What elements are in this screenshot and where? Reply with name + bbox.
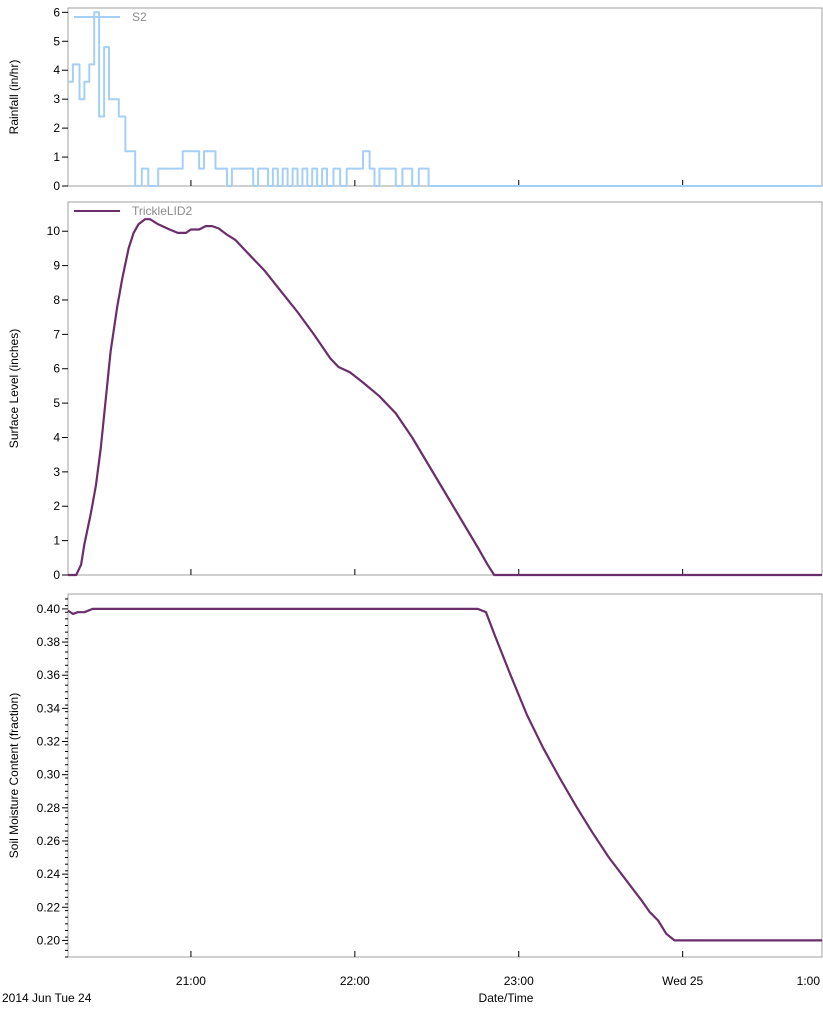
y-tick-label: 2	[53, 499, 60, 513]
y-tick-label: 1	[53, 534, 60, 548]
surface-level-panel: 0 1 2 3 4 5 6 7 8 9 10 Surface Level (inches) Trickl…	[7, 201, 823, 582]
x-start-label: 2014 Jun Tue 24	[2, 991, 92, 1005]
soil-moisture-panel: 0.20 0.22 0.24 0.26 0.28 0.30 0.32 0.34 0.36 0.38…	[7, 593, 823, 958]
series-line	[67, 607, 822, 942]
series-line	[68, 11, 822, 187]
y-tick-label: 8	[53, 293, 60, 307]
y-axis-title: Rainfall (in/hr)	[7, 60, 21, 135]
legend-label: TrickleLID2	[132, 204, 193, 218]
legend-label: S2	[132, 10, 147, 24]
y-axis-title: Soil Moisture Content (fraction)	[7, 693, 21, 858]
x-tick-label: 22:00	[340, 974, 370, 988]
y-tick-label: 0.36	[37, 668, 61, 682]
y-tick-label: 2	[53, 121, 60, 135]
y-tick-label: 0.26	[37, 834, 61, 848]
x-tick-label: 23:00	[504, 974, 534, 988]
rainfall-panel: 0 1 2 3 4 5 6 Rainfall (in/hr) S2	[7, 5, 823, 193]
x-tick-label: 1:00	[797, 974, 821, 988]
plot-frame	[67, 593, 823, 958]
y-tick-label: 10	[47, 224, 61, 238]
x-tick-label: 21:00	[176, 974, 206, 988]
y-tick-label: 1	[53, 150, 60, 164]
plot-frame	[67, 7, 823, 187]
x-axis-title: Date/Time	[479, 991, 534, 1005]
y-tick-label: 0.40	[37, 602, 61, 616]
y-axis-title: Surface Level (inches)	[7, 329, 21, 448]
y-tick-label: 0.34	[37, 701, 61, 715]
y-tick-label: 6	[53, 5, 60, 19]
y-tick-label: 9	[53, 259, 60, 273]
y-tick-label: 4	[53, 430, 60, 444]
y-tick-label: 3	[53, 92, 60, 106]
y-tick-label: 0.30	[37, 768, 61, 782]
y-tick-label: 4	[53, 63, 60, 77]
y-tick-label: 0.22	[37, 900, 61, 914]
x-tick-label: Wed 25	[662, 974, 703, 988]
y-tick-label: 0.32	[37, 735, 61, 749]
y-tick-label: 0.38	[37, 635, 61, 649]
y-tick-label: 0	[53, 568, 60, 582]
x-axis: 2014 Jun Tue 24 Date/Time 21:00 22:00 23:0…	[2, 974, 820, 1005]
y-tick-label: 7	[53, 327, 60, 341]
y-tick-label: 5	[53, 34, 60, 48]
y-tick-label: 0	[53, 179, 60, 193]
y-tick-label: 0.20	[37, 933, 61, 947]
plot-frame	[67, 201, 823, 576]
y-tick-label: 0.28	[37, 801, 61, 815]
series-line	[68, 218, 822, 577]
y-tick-label: 5	[53, 396, 60, 410]
y-tick-label: 3	[53, 465, 60, 479]
y-tick-label: 6	[53, 362, 60, 376]
y-tick-label: 0.24	[37, 867, 61, 881]
